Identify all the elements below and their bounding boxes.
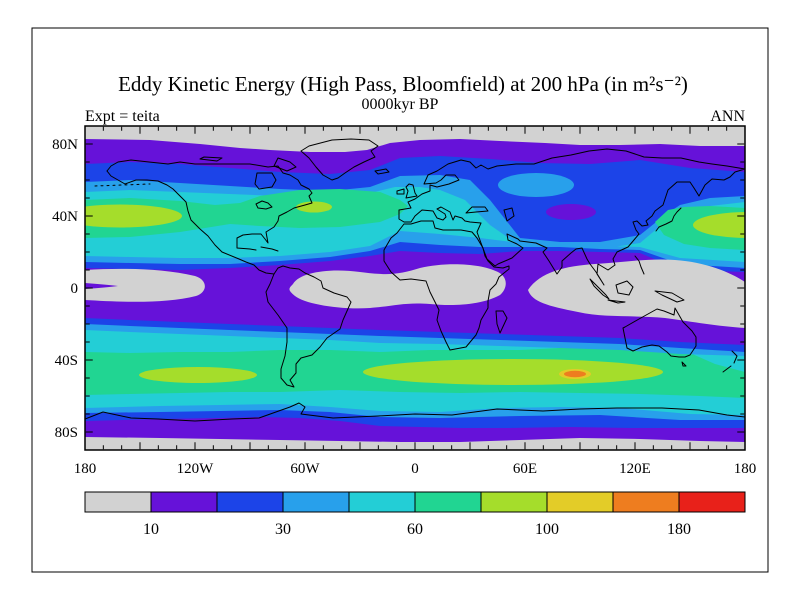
- season-label: ANN: [710, 108, 745, 125]
- colorbar-cell: [612, 491, 680, 513]
- coast-new-guinea: [654, 290, 685, 303]
- colorbar-label: 100: [535, 521, 559, 538]
- x-tick-label: 120W: [177, 461, 215, 477]
- x-tick-label: 60E: [513, 461, 537, 477]
- coast-africa: [383, 220, 510, 351]
- coast-hudson-bay: [254, 172, 277, 190]
- colorbar-labels: 10 30 60 100 180: [143, 521, 691, 538]
- nh-green-pacific-atlantic: [85, 189, 408, 238]
- colorbar-cell: [150, 491, 218, 513]
- coast-black-sea: [465, 206, 489, 214]
- coast-britain: [405, 183, 418, 199]
- y-tick-label: 40S: [55, 353, 78, 369]
- west-russia-lightblue-wedge: [498, 173, 574, 197]
- nh-atlantic-storm-track-core: [296, 201, 332, 213]
- x-tick-label: 120E: [619, 461, 651, 477]
- outer-border: [31, 27, 769, 573]
- coast-greenland: [300, 138, 379, 181]
- coast-new-zealand: [722, 350, 738, 373]
- coast-north-america: [106, 170, 275, 275]
- colorbar-cell: [480, 491, 548, 513]
- coast-victoria-island: [199, 156, 223, 162]
- coast-borneo: [615, 280, 634, 296]
- tropical-gray-east-pacific: [85, 268, 205, 302]
- coast-japan: [655, 207, 682, 232]
- central-asia-purple-minimum: [546, 204, 596, 220]
- sh-atlantic-indian-storm-track-core: [363, 359, 663, 385]
- colorbar: [84, 491, 746, 513]
- coast-great-lakes: [255, 200, 273, 210]
- coast-baffin-island: [273, 157, 297, 172]
- colorbar-label: 180: [667, 521, 691, 538]
- colorbar-cell: [678, 491, 746, 513]
- axis-ticks: [84, 125, 746, 451]
- y-tick-label: 80N: [52, 137, 78, 153]
- map-contour-field: [85, 126, 745, 450]
- colorbar-label: 60: [407, 521, 423, 538]
- colorbar-cell: [282, 491, 350, 513]
- y-tick-label: 80S: [55, 425, 78, 441]
- coast-caspian-sea: [503, 207, 515, 222]
- y-tick-label: 0: [71, 281, 79, 297]
- tropical-gray-indian-wpacific: [528, 259, 745, 328]
- coast-south-america: [265, 265, 352, 388]
- x-axis-tick-labels: 180 120W 60W 0 60E 120E 180: [74, 461, 757, 477]
- colorbar-cell: [414, 491, 482, 513]
- colorbar-cell: [216, 491, 284, 513]
- coast-ireland: [396, 188, 405, 195]
- colorbar-cell: [84, 491, 152, 513]
- coast-madagascar: [495, 310, 508, 334]
- coast-eurasia: [398, 148, 745, 286]
- colorbar-cell: [546, 491, 614, 513]
- plot-frame: [84, 125, 746, 451]
- x-tick-label: 60W: [290, 461, 320, 477]
- tropical-gray-atlantic-africa: [289, 264, 506, 309]
- y-tick-label: 40N: [52, 209, 78, 225]
- nh-east-asia-storm-track-core: [693, 212, 745, 238]
- coast-north-america-east: [106, 159, 313, 251]
- coast-sumatra: [589, 278, 610, 300]
- subtitle-time-label: 0000kyr BP: [362, 96, 439, 113]
- coast-australia: [622, 307, 697, 358]
- colorbar-label: 10: [143, 521, 159, 538]
- sh-indian-orange-maximum: [564, 370, 586, 378]
- coast-iceland: [374, 168, 390, 175]
- coast-java: [607, 299, 626, 304]
- coast-philippines: [634, 255, 645, 275]
- y-axis-tick-labels: 80N 40N 0 40S 80S: [52, 137, 78, 441]
- page-title: Eddy Kinetic Energy (High Pass, Bloomfie…: [118, 72, 688, 96]
- x-tick-label: 180: [74, 461, 97, 477]
- experiment-label: Expt = teita: [85, 108, 160, 125]
- coastlines: [85, 138, 745, 422]
- sh-pacific-storm-track-core: [139, 367, 257, 383]
- colorbar-label: 30: [275, 521, 291, 538]
- x-tick-label: 180: [734, 461, 757, 477]
- nh-pacific-storm-track-core: [85, 204, 182, 228]
- coast-cuba: [260, 246, 279, 252]
- colorbar-cell: [348, 491, 416, 513]
- coast-tasmania: [681, 361, 687, 367]
- x-tick-label: 0: [411, 461, 419, 477]
- coast-antarctica: [85, 402, 745, 422]
